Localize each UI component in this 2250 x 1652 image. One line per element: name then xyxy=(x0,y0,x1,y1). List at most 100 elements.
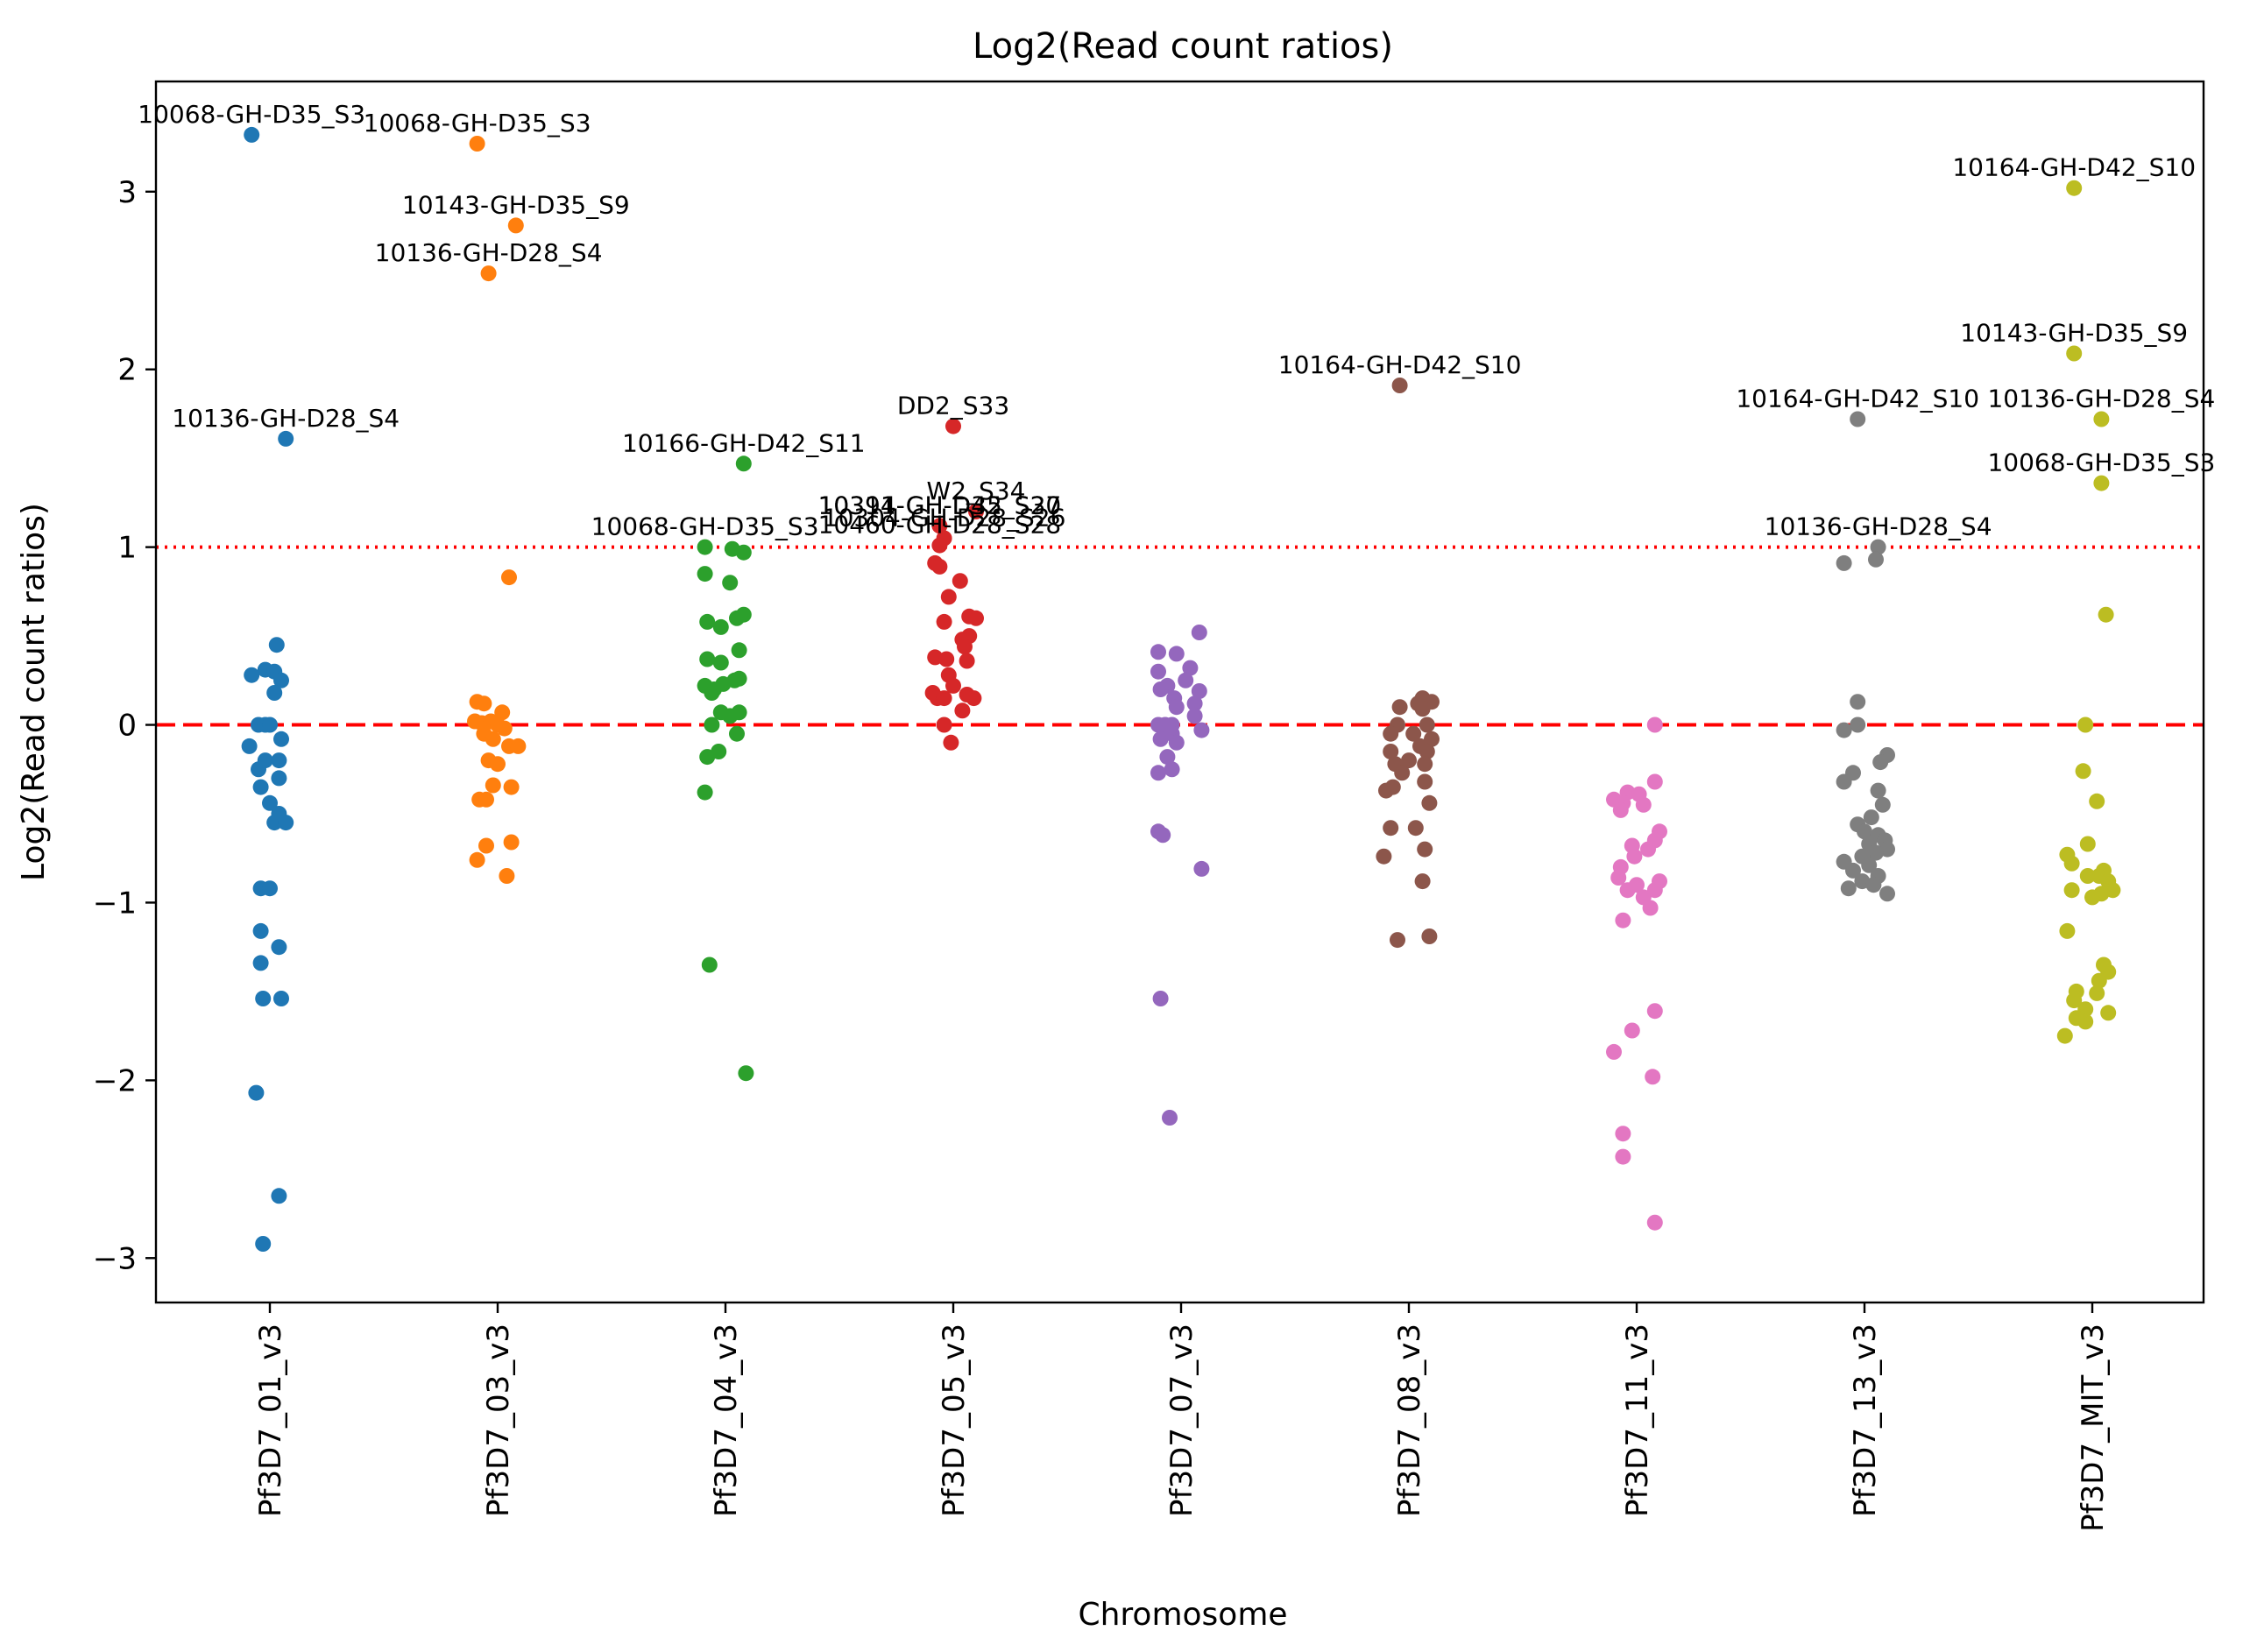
chart-title: Log2(Read count ratios) xyxy=(973,26,1393,67)
point-annotation: 10460-GH-D28_S28 xyxy=(818,511,1062,540)
data-point xyxy=(2077,1013,2094,1030)
data-point xyxy=(1635,796,1652,813)
data-point xyxy=(1391,378,1408,393)
data-point xyxy=(2056,1027,2073,1044)
point-annotation: 10304-GH-D28_S26 xyxy=(823,504,1066,533)
data-point xyxy=(1407,820,1424,837)
data-point xyxy=(731,670,747,687)
data-point xyxy=(699,613,716,630)
data-point xyxy=(503,834,520,851)
point-annotation: 10143-GH-D35_S9 xyxy=(1960,319,2188,348)
data-point xyxy=(1182,660,1199,676)
data-point xyxy=(271,939,287,956)
data-point xyxy=(701,957,718,973)
data-point xyxy=(262,717,278,733)
data-point xyxy=(1390,932,1405,949)
data-point xyxy=(1642,900,1659,916)
x-tick-label: Pf3D7_07_v3 xyxy=(1164,1324,1199,1517)
data-point xyxy=(1868,551,1884,568)
data-point xyxy=(1191,683,1207,699)
x-tick-label: Pf3D7_MIT_v3 xyxy=(2076,1324,2111,1532)
plot-area: 10068-GH-D35_S3 10136-GH-D28_S4 10068-GH-D… xyxy=(93,100,2215,1532)
data-point xyxy=(507,217,524,234)
data-point xyxy=(699,651,716,667)
data-point xyxy=(1863,809,1879,826)
data-point xyxy=(2079,836,2096,852)
data-point xyxy=(729,725,745,742)
data-point xyxy=(1624,1022,1640,1039)
data-point xyxy=(2089,985,2105,1001)
point-annotation: 10068-GH-D35_S3 xyxy=(591,512,819,541)
data-point xyxy=(1845,862,1861,879)
data-point xyxy=(1383,820,1399,837)
data-point xyxy=(1874,796,1891,813)
data-point xyxy=(1159,749,1176,766)
data-point xyxy=(1168,646,1185,662)
data-point xyxy=(1186,695,1203,712)
data-point xyxy=(273,991,289,1006)
data-point xyxy=(712,654,729,671)
data-point xyxy=(697,784,713,801)
data-point xyxy=(1193,860,1210,877)
data-point xyxy=(1414,873,1431,890)
data-point xyxy=(478,837,494,854)
data-point xyxy=(945,418,961,434)
data-point xyxy=(966,690,982,707)
data-point xyxy=(1626,848,1643,865)
data-point xyxy=(2098,606,2114,623)
data-point xyxy=(1150,644,1166,660)
data-point xyxy=(1164,761,1180,778)
data-point xyxy=(954,702,971,719)
data-point xyxy=(1152,991,1169,1006)
data-point xyxy=(1414,701,1431,717)
data-point xyxy=(490,756,506,773)
data-point xyxy=(255,991,272,1006)
y-tick-label: −1 xyxy=(93,886,137,921)
x-tick-label: Pf3D7_05_v3 xyxy=(937,1324,972,1517)
data-point xyxy=(1612,801,1629,818)
data-point xyxy=(2077,717,2094,733)
point-annotation: 10068-GH-D35_S3 xyxy=(364,109,591,138)
data-point xyxy=(244,126,260,143)
data-point xyxy=(469,136,485,152)
data-point xyxy=(936,690,952,707)
point-annotation: 10143-GH-D35_S9 xyxy=(402,190,630,219)
data-point xyxy=(968,610,984,626)
data-point xyxy=(1378,782,1394,799)
point-annotation: 10311-GH-D42_S27 xyxy=(818,491,1062,519)
data-point xyxy=(931,518,948,534)
data-point xyxy=(252,955,269,971)
data-point xyxy=(704,717,720,733)
data-point xyxy=(503,779,520,795)
data-point xyxy=(252,779,269,795)
data-point xyxy=(1186,708,1203,724)
data-point xyxy=(241,738,258,754)
y-tick-label: 2 xyxy=(117,353,137,388)
point-annotation: 10136-GH-D28_S4 xyxy=(1765,512,1992,541)
data-point xyxy=(1615,1148,1631,1165)
data-point xyxy=(1646,773,1663,790)
data-point xyxy=(731,642,747,659)
data-point xyxy=(2063,882,2080,899)
point-annotation: 10166-GH-D42_S11 xyxy=(622,428,866,457)
data-point xyxy=(1646,1003,1663,1020)
data-point xyxy=(1419,717,1435,733)
data-point xyxy=(697,539,713,555)
x-tick-label: Pf3D7_04_v3 xyxy=(709,1324,744,1517)
x-tick-label: Pf3D7_11_v3 xyxy=(1620,1324,1655,1517)
y-tick-label: 1 xyxy=(117,531,137,566)
point-annotation: 10136-GH-D28_S4 xyxy=(1987,385,2215,413)
point-annotation: 10164-GH-D42_S10 xyxy=(1952,153,2196,182)
data-point xyxy=(1417,773,1433,790)
y-axis-title: Log2(Read count ratios) xyxy=(16,503,52,881)
x-tick-label: Pf3D7_08_v3 xyxy=(1392,1324,1427,1517)
data-point xyxy=(2091,972,2107,989)
data-point xyxy=(252,922,269,939)
data-point xyxy=(510,738,527,754)
data-point xyxy=(1417,841,1433,858)
data-point xyxy=(469,851,485,868)
data-point xyxy=(1424,731,1440,747)
data-point xyxy=(1193,722,1210,738)
data-point xyxy=(943,734,959,751)
data-point xyxy=(1646,717,1663,733)
